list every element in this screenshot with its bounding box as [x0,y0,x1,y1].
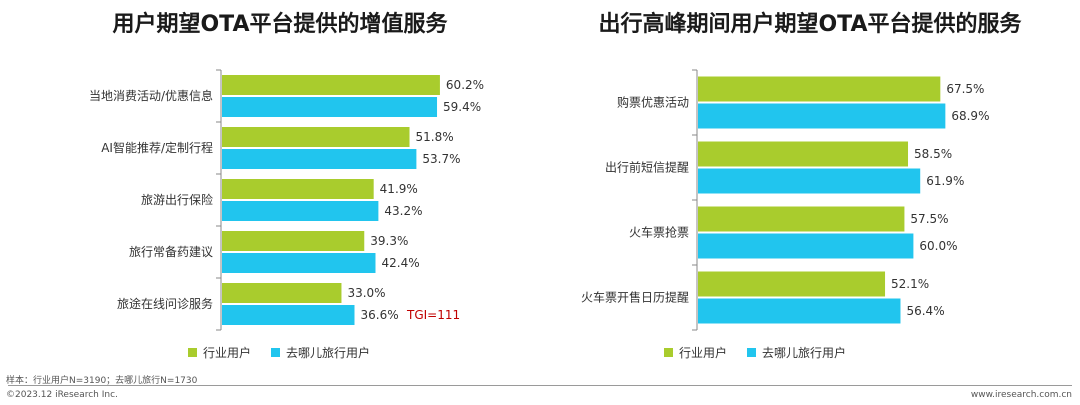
data-label: 39.3% [370,234,408,248]
industry-bar [698,271,886,297]
category-label: 当地消费活动/优惠信息 [89,88,213,103]
right-chart-title: 出行高峰期间用户期望OTA平台提供的服务 [598,12,1022,37]
copyright: ©2023.12 iResearch Inc. [6,390,118,400]
category-label: 旅途在线问诊服务 [117,296,213,311]
tgi-annotation: TGI=111 [406,308,460,322]
left-legend: 行业用户 去哪儿旅行用户 [188,344,370,361]
industry-bar [222,127,410,147]
legend-industry-swatch [188,348,197,357]
website: www.iresearch.com.cn [970,390,1072,400]
industry-bar [222,75,440,95]
category-label: 旅行常备药建议 [129,245,213,259]
category-label: AI智能推荐/定制行程 [101,140,213,155]
chart-0: 当地消费活动/优惠信息 60.2% 59.4% AI智能推荐/定制行程 51.8% 53.… [89,69,484,331]
industry-bar [698,141,909,167]
category-label: 火车票抢票 [629,225,689,240]
data-label: 51.8% [416,130,454,144]
legend-qunar-swatch [271,348,281,357]
footer-divider [8,385,1072,386]
qunar-bar [698,168,921,194]
industry-bar [698,76,941,102]
data-label: 58.5% [914,147,952,161]
category-label: 出行前短信提醒 [605,160,689,175]
category-label: 旅游出行保险 [141,192,213,207]
industry-bar [222,231,365,251]
data-label: 61.9% [926,174,964,188]
legend-qunar-label: 去哪儿旅行用户 [762,346,847,360]
data-label: 56.4% [906,304,944,318]
legend-qunar-label: 去哪儿旅行用户 [286,346,371,360]
qunar-bar [698,103,946,129]
category-label: 购票优惠活动 [617,95,689,110]
sample-note: 样本：行业用户N=3190；去哪儿旅行N=1730 [6,376,198,386]
data-label: 33.0% [347,286,385,300]
qunar-bar [222,149,417,169]
chart-1: 购票优惠活动 67.5% 68.9% 出行前短信提醒 58.5% 61.9% 火车票抢票 57… [581,69,989,331]
qunar-bar [222,201,379,221]
data-label: 52.1% [891,277,929,291]
data-label: 68.9% [951,109,989,123]
legend-industry-label: 行业用户 [679,346,728,360]
industry-bar [698,206,905,232]
legend-industry-label: 行业用户 [203,346,252,360]
category-label: 火车票开售日历提醒 [581,290,689,305]
legend-qunar-swatch [747,348,757,357]
qunar-bar [222,97,438,117]
qunar-bar [698,298,901,324]
industry-bar [222,283,342,303]
qunar-bar [698,233,914,259]
qunar-bar [222,305,355,325]
data-label: 41.9% [380,182,418,196]
right-legend: 行业用户 去哪儿旅行用户 [664,344,846,361]
data-label: 57.5% [910,212,948,226]
legend-industry-swatch [664,348,673,357]
industry-bar [222,179,374,199]
data-label: 36.6% [360,308,398,322]
data-label: 60.0% [919,239,957,253]
data-label: 67.5% [946,82,984,96]
data-label: 43.2% [384,204,422,218]
data-label: 42.4% [381,256,419,270]
left-chart-title: 用户期望OTA平台提供的增值服务 [112,12,448,37]
qunar-bar [222,253,376,273]
data-label: 60.2% [446,78,484,92]
data-label: 59.4% [443,100,481,114]
data-label: 53.7% [422,152,460,166]
